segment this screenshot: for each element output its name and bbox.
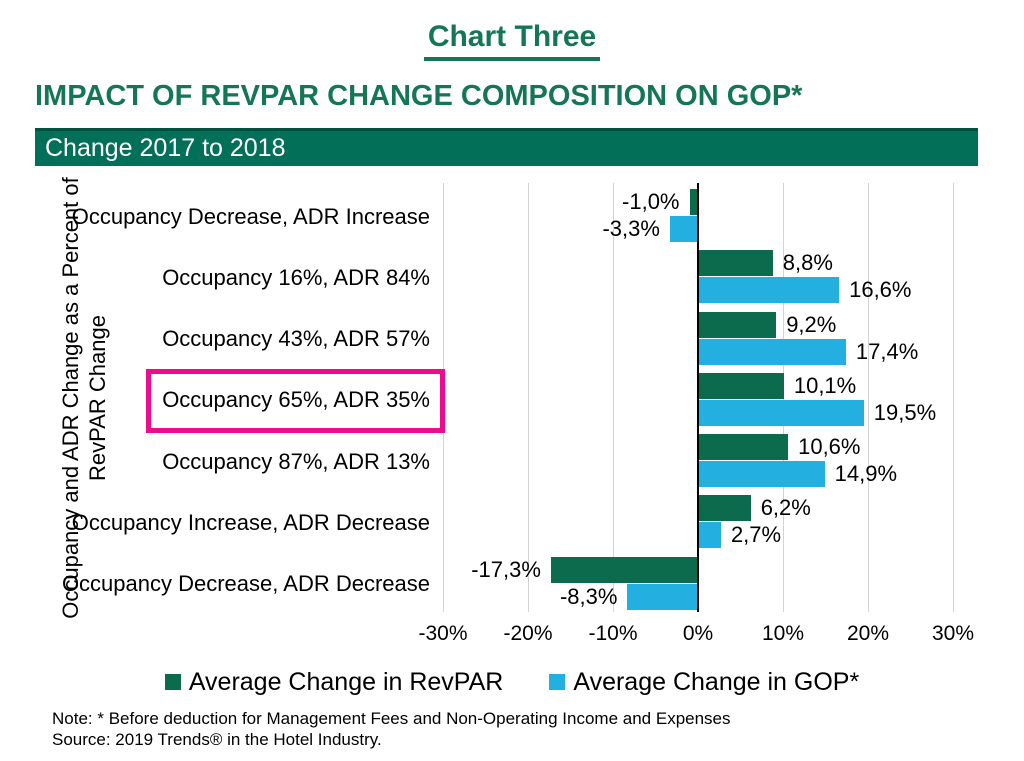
x-axis-tick: 10% [761, 622, 805, 645]
x-axis-tick: -10% [588, 622, 638, 645]
gop-bar [698, 399, 864, 426]
revpar-bar [698, 250, 773, 277]
footnotes: Note: * Before deduction for Management … [52, 708, 731, 750]
period-banner-label: Change 2017 to 2018 [45, 134, 286, 162]
revpar-value-label: 10,1% [793, 372, 857, 398]
revpar-bar [698, 311, 777, 338]
revpar-value-label: -1,0% [622, 189, 680, 214]
gop-value-label: 14,9% [834, 461, 898, 487]
legend-label-gop: Average Change in GOP* [573, 667, 860, 696]
gridline [527, 183, 529, 612]
gridline [952, 183, 954, 612]
revpar-bar [698, 434, 789, 461]
footnote-note: Note: * Before deduction for Management … [52, 709, 731, 728]
revpar-bar [698, 372, 784, 399]
gop-value-label: 2,7% [730, 522, 782, 548]
x-axis-tick: -20% [503, 622, 553, 645]
revpar-value-label: 9,2% [786, 311, 837, 337]
gop-value-label: -8,3% [559, 583, 618, 609]
revpar-bar [689, 189, 698, 215]
gop-value-label: -3,3% [602, 216, 660, 241]
category-label: Occupancy Increase, ADR Decrease [71, 510, 430, 536]
revpar-bar [550, 556, 698, 583]
gop-bar [698, 461, 825, 488]
gop-bar [669, 216, 698, 242]
legend-item-revpar: Average Change in RevPAR [164, 667, 504, 697]
x-axis-tick: 30% [931, 622, 975, 645]
page-title-wrap: Chart Three [0, 20, 1024, 61]
chart-legend: Average Change in RevPAR Average Change … [0, 664, 1024, 700]
category-label: Occupancy Decrease, ADR Increase [71, 203, 430, 229]
gop-swatch-icon [549, 674, 566, 690]
revpar-bar [698, 495, 751, 522]
category-label: Occupancy 87%, ADR 13% [162, 448, 430, 474]
category-label: Occupancy 16%, ADR 84% [162, 264, 430, 290]
period-banner: Change 2017 to 2018 [35, 128, 978, 166]
highlight-box [146, 368, 445, 434]
chart-subtitle: IMPACT OF REVPAR CHANGE COMPOSITION ON G… [35, 80, 803, 112]
zero-axis-line [697, 183, 699, 612]
category-label: Occupancy 43%, ADR 57% [162, 326, 430, 352]
legend-label-revpar: Average Change in RevPAR [188, 667, 504, 696]
revpar-value-label: 6,2% [760, 495, 811, 521]
revpar-value-label: -17,3% [471, 556, 541, 582]
category-label: Occupancy 65%, ADR 35% [162, 387, 430, 413]
page-title: Chart Three [423, 20, 601, 61]
footnote-source: Source: 2019 Trends® in the Hotel Indust… [52, 730, 382, 749]
x-axis-tick: 20% [846, 622, 890, 645]
gop-bar [627, 583, 698, 610]
revpar-swatch-icon [164, 674, 181, 690]
revpar-value-label: 10,6% [798, 434, 861, 460]
category-label: Occupancy Decrease, ADR Decrease [61, 571, 430, 597]
legend-item-gop: Average Change in GOP* [549, 668, 859, 697]
revpar-value-label: 8,8% [782, 250, 833, 276]
gop-value-label: 17,4% [855, 338, 919, 364]
gop-value-label: 19,5% [873, 399, 937, 425]
gop-bar [698, 522, 721, 549]
gridline [612, 183, 614, 612]
gop-bar [698, 338, 846, 365]
gop-value-label: 16,6% [849, 277, 912, 303]
gridline [867, 183, 869, 612]
x-axis-tick: -30% [418, 622, 468, 645]
x-axis-tick: 0% [682, 622, 714, 645]
gop-bar [698, 277, 840, 304]
